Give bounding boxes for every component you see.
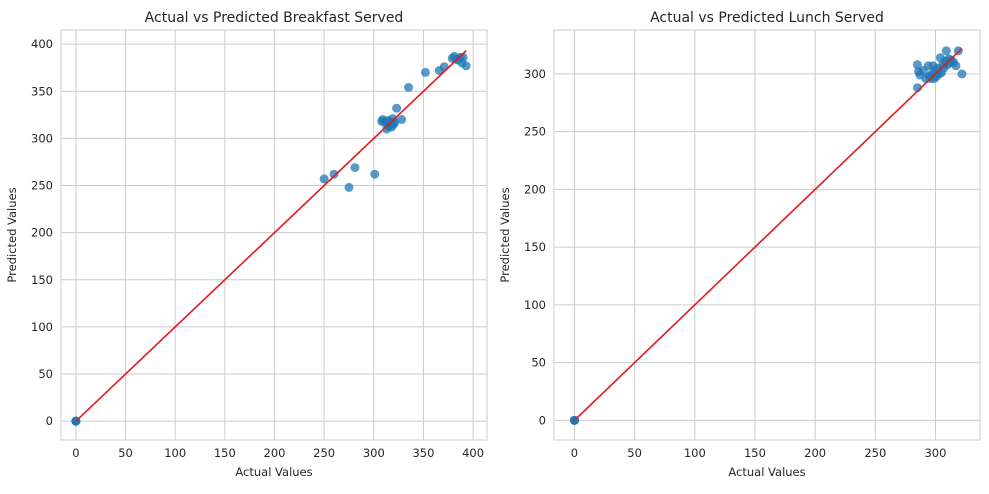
breakfast-data-point	[319, 174, 329, 184]
breakfast-y-tick-label: 0	[46, 414, 53, 428]
breakfast-y-tick-label: 250	[31, 179, 53, 193]
lunch-x-tick-label: 250	[864, 446, 886, 460]
lunch-x-tick-label: 50	[627, 446, 642, 460]
breakfast-y-axis-label: Predicted Values	[5, 187, 19, 282]
lunch-y-tick-label: 300	[524, 67, 546, 81]
breakfast-x-axis-label: Actual Values	[235, 465, 312, 479]
lunch-y-tick-label: 100	[524, 298, 546, 312]
lunch-y-tick-label: 200	[524, 182, 546, 196]
lunch-y-tick-label: 150	[524, 240, 546, 254]
breakfast-data-point	[392, 103, 402, 113]
breakfast-y-tick-label: 200	[31, 226, 53, 240]
breakfast-y-tick-label: 400	[31, 37, 53, 51]
breakfast-y-tick-label: 150	[31, 273, 53, 287]
breakfast-data-point	[344, 182, 354, 192]
breakfast-y-tick-label: 100	[31, 320, 53, 334]
lunch-data-point	[912, 60, 922, 70]
lunch-reference-line	[573, 47, 963, 421]
lunch-data-point	[941, 46, 951, 56]
breakfast-y-tick-label: 350	[31, 84, 53, 98]
lunch-chart-title: Actual vs Predicted Lunch Served	[650, 10, 884, 26]
breakfast-plot-frame	[60, 29, 488, 441]
breakfast-data-point	[404, 82, 414, 92]
breakfast-data-point	[370, 169, 380, 179]
breakfast-x-tick-label: 50	[118, 446, 133, 460]
breakfast-data-point	[397, 115, 407, 125]
lunch-y-axis-label: Predicted Values	[498, 187, 512, 282]
breakfast-x-tick-label: 250	[313, 446, 335, 460]
breakfast-y-tick-label: 50	[38, 367, 53, 381]
breakfast-data-point	[439, 62, 449, 72]
breakfast-data-point	[420, 67, 430, 77]
breakfast-x-tick-label: 350	[412, 446, 434, 460]
lunch-plot-frame	[553, 29, 981, 441]
lunch-chart: 0 50 100 150 200 250 300 0 50 100 150 200 250 300 Actu…	[498, 10, 981, 479]
breakfast-x-tick-label: 300	[363, 446, 385, 460]
breakfast-data-point	[329, 169, 339, 179]
breakfast-chart-title: Actual vs Predicted Breakfast Served	[145, 10, 404, 26]
breakfast-x-tick-label: 200	[264, 446, 286, 460]
lunch-data-point	[951, 61, 961, 71]
breakfast-y-tick-label: 300	[31, 131, 53, 145]
lunch-y-tick-label: 50	[531, 356, 546, 370]
lunch-x-tick-label: 150	[744, 446, 766, 460]
breakfast-x-tick-label: 150	[214, 446, 236, 460]
breakfast-x-tick-label: 100	[164, 446, 186, 460]
lunch-data-point	[957, 69, 967, 79]
breakfast-x-tick-label: 0	[72, 446, 79, 460]
lunch-x-tick-label: 200	[804, 446, 826, 460]
breakfast-reference-line	[75, 50, 467, 422]
breakfast-x-tick-label: 400	[462, 446, 484, 460]
breakfast-data-point	[350, 163, 360, 173]
breakfast-chart: 0 50 100 150 200 250 300 350 400 0 50 100 150 200 250 3…	[5, 10, 488, 479]
breakfast-data-point	[461, 61, 471, 71]
lunch-y-tick-label: 0	[539, 413, 546, 427]
lunch-x-axis-label: Actual Values	[728, 465, 805, 479]
lunch-x-tick-label: 300	[924, 446, 946, 460]
lunch-x-tick-label: 0	[571, 446, 578, 460]
lunch-x-tick-label: 100	[684, 446, 706, 460]
lunch-y-tick-label: 250	[524, 125, 546, 139]
